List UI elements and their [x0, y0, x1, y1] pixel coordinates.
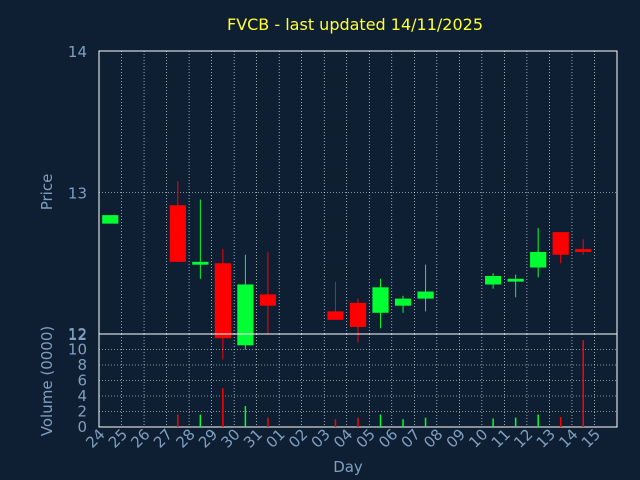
candle-07 — [417, 264, 434, 312]
volume-tick-label: 4 — [77, 387, 87, 405]
x-axis-day-labels: 2425262728293031010203040506070809101112… — [82, 425, 604, 451]
volume-tick-label: 10 — [68, 341, 87, 359]
day-tick-label: 15 — [578, 425, 604, 451]
volume-tick-label: 12 — [68, 325, 87, 343]
price-panel: 12 13 14 Price — [38, 43, 618, 360]
price-y-ticks: 12 13 14 — [68, 43, 87, 344]
volume-bar-28 — [199, 414, 202, 427]
price-tick-label: 13 — [68, 185, 87, 203]
volume-grid — [99, 333, 617, 428]
candle-06 — [394, 295, 412, 313]
volume-bar-11 — [514, 417, 517, 427]
candle-body — [507, 278, 524, 282]
candle-body — [530, 251, 547, 268]
candle-11 — [507, 274, 524, 298]
volume-bar-06 — [402, 419, 404, 427]
volume-bar-29 — [222, 388, 224, 427]
candle-12 — [530, 227, 547, 278]
candle-27 — [169, 181, 186, 262]
volume-bar-03 — [334, 419, 337, 427]
candle-04 — [349, 298, 367, 343]
volume-bar-27 — [177, 414, 179, 427]
x-axis-label: Day — [333, 458, 363, 476]
volume-bar-05 — [379, 414, 382, 427]
candle-body — [552, 232, 569, 255]
volume-tick-label: 2 — [77, 403, 87, 421]
candle-29 — [214, 249, 231, 360]
candle-05 — [372, 278, 389, 329]
volume-tick-label: 0 — [77, 418, 87, 436]
candle-14 — [575, 239, 592, 255]
volume-bar-30 — [244, 406, 247, 427]
candle-13 — [552, 232, 569, 264]
volume-bar-14 — [582, 340, 584, 427]
price-axis-label: Price — [38, 174, 56, 211]
candle-28 — [192, 199, 209, 279]
candle-31 — [259, 251, 277, 334]
candle-03 — [327, 281, 344, 320]
volume-axis-label: Volume (0000) — [38, 326, 56, 436]
volume-bar-13 — [559, 416, 562, 427]
candle-body — [102, 215, 119, 224]
price-grid — [99, 50, 617, 335]
candle-body — [349, 302, 367, 327]
candle-body — [485, 275, 502, 285]
volume-bar-12 — [537, 414, 539, 427]
candle-10 — [485, 273, 502, 289]
candle-body — [214, 263, 231, 339]
candle-body — [192, 261, 209, 265]
candles — [102, 181, 592, 360]
volume-tick-label: 8 — [77, 356, 87, 374]
candle-body — [394, 298, 412, 306]
candle-body — [417, 291, 434, 299]
candle-24 — [102, 215, 119, 224]
candle-body — [327, 311, 344, 320]
candle-body — [169, 205, 186, 262]
candle-body — [372, 287, 389, 313]
volume-bars — [177, 340, 584, 427]
price-tick-label: 12 — [68, 326, 87, 344]
candle-body — [237, 284, 254, 346]
price-tick-label: 14 — [68, 43, 87, 61]
volume-bar-07 — [424, 417, 427, 427]
volume-bar-04 — [357, 417, 359, 427]
candle-30 — [237, 254, 254, 350]
volume-tick-label: 6 — [77, 372, 87, 390]
candle-body — [259, 294, 277, 306]
chart-title: FVCB - last updated 14/11/2025 — [227, 15, 483, 34]
candle-body — [575, 249, 592, 252]
volume-bar-10 — [492, 418, 494, 427]
volume-bar-31 — [267, 417, 269, 427]
